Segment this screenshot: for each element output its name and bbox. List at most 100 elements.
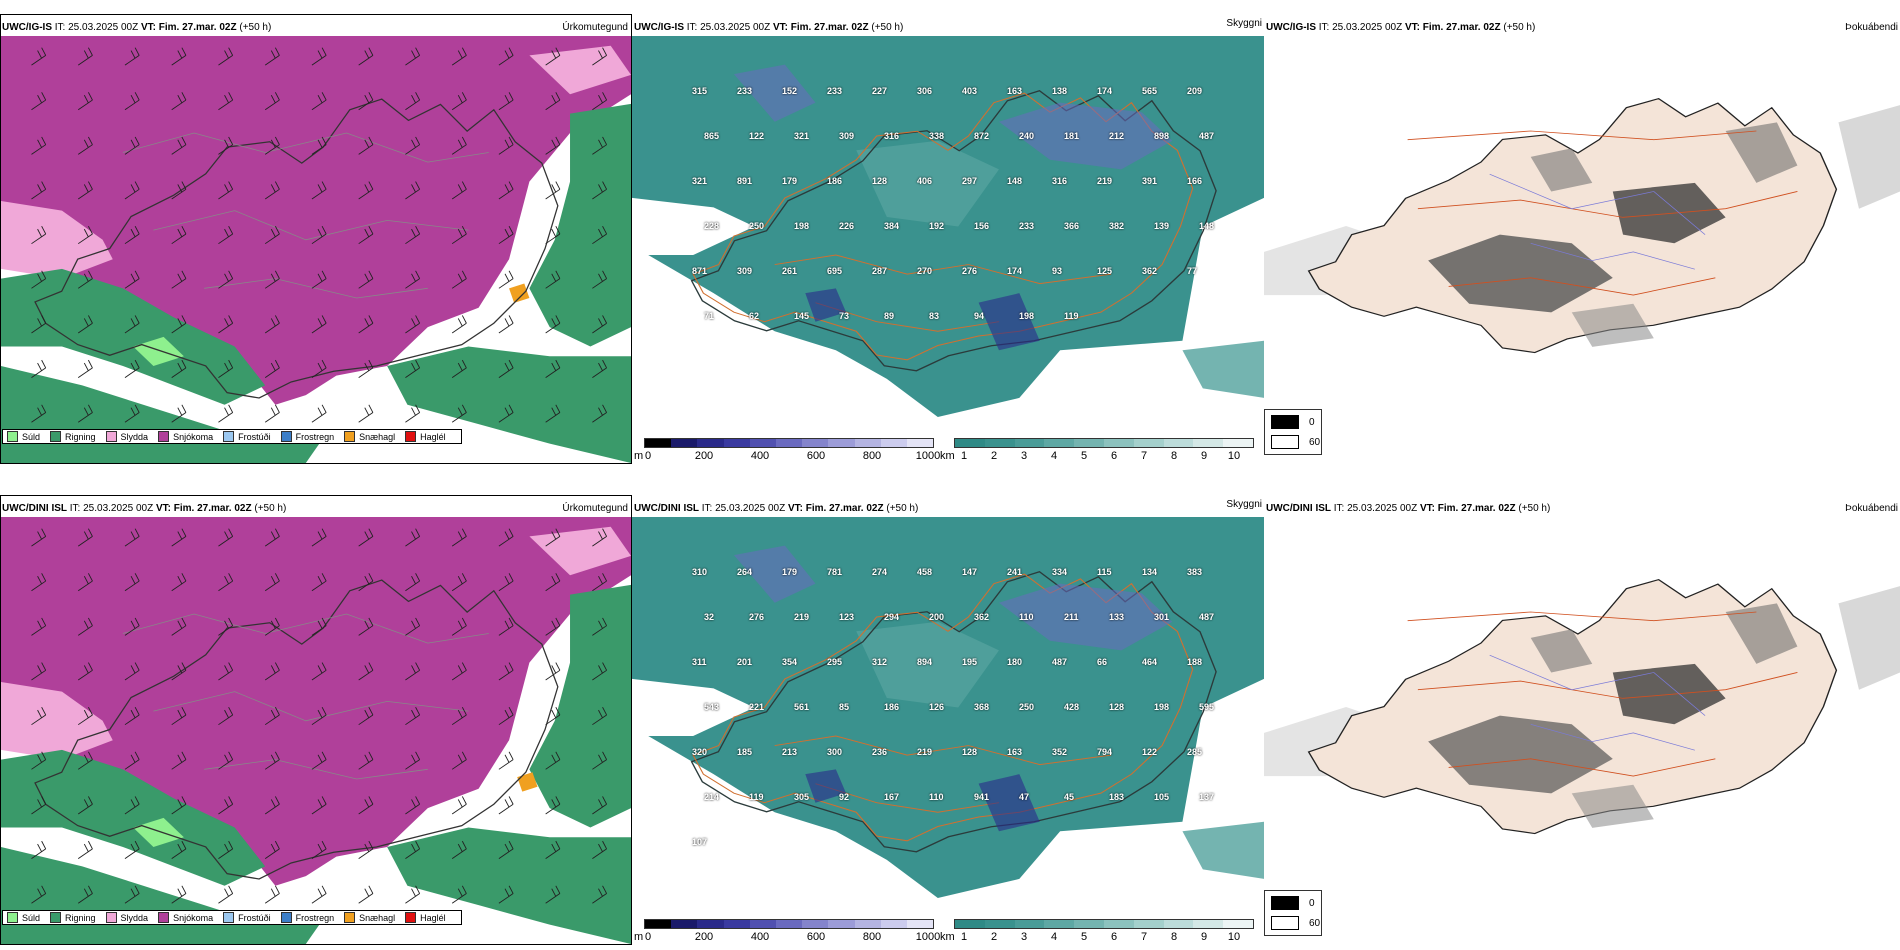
visibility-value-label: 122 bbox=[1142, 747, 1158, 757]
visibility-value-label: 316 bbox=[1052, 176, 1068, 186]
visibility-value-label: 233 bbox=[737, 86, 753, 96]
visibility-value-label: 391 bbox=[1142, 176, 1158, 186]
panel-title: UWC/IG-IS IT: 25.03.2025 00Z VT: Fim. 27… bbox=[634, 22, 904, 33]
fog-map bbox=[1264, 36, 1900, 416]
panel-type-label: Þokuábendi bbox=[1845, 503, 1898, 514]
visibility-value-label: 276 bbox=[749, 612, 765, 622]
visibility-value-label: 310 bbox=[692, 567, 708, 577]
visibility-value-label: 167 bbox=[884, 792, 900, 802]
panel-title: UWC/DINI ISL IT: 25.03.2025 00Z VT: Fim.… bbox=[1266, 503, 1551, 514]
visibility-value-label: 47 bbox=[1019, 792, 1030, 802]
fog-field bbox=[1264, 517, 1900, 897]
fog-map bbox=[1264, 517, 1900, 897]
height-tick: 1000 bbox=[915, 931, 941, 943]
visibility-value-label: 107 bbox=[692, 837, 708, 847]
legend-item: Slydda bbox=[105, 431, 148, 442]
visibility-tick: 5 bbox=[1080, 450, 1088, 462]
precip-field bbox=[1, 36, 631, 463]
visibility-value-label: 133 bbox=[1109, 612, 1125, 622]
visibility-value-label: 62 bbox=[749, 311, 760, 321]
legend-swatch bbox=[7, 431, 18, 442]
visibility-tick: 10 bbox=[1227, 931, 1241, 943]
visibility-value-label: 458 bbox=[917, 567, 933, 577]
legend-item: Frostúði bbox=[223, 431, 271, 442]
visibility-value-label: 128 bbox=[962, 747, 978, 757]
visibility-value-label: 179 bbox=[782, 567, 798, 577]
visibility-value-label: 354 bbox=[782, 657, 798, 667]
visibility-value-label: 147 bbox=[962, 567, 978, 577]
visibility-value-label: 45 bbox=[1064, 792, 1075, 802]
legend-swatch bbox=[158, 912, 170, 923]
panel-type-label: Úrkomutegund bbox=[562, 503, 628, 514]
legend-item: Súld bbox=[7, 431, 40, 442]
visibility-value-label: 794 bbox=[1097, 747, 1113, 757]
visibility-value-label: 89 bbox=[884, 311, 895, 321]
visibility-value-label: 92 bbox=[839, 792, 850, 802]
visibility-value-label: 334 bbox=[1052, 567, 1068, 577]
legend-swatch bbox=[344, 912, 356, 923]
legend-item: Súld bbox=[7, 912, 40, 923]
legend-item: Snæhagl bbox=[344, 912, 395, 923]
panel-title: UWC/DINI ISL IT: 25.03.2025 00Z VT: Fim.… bbox=[2, 503, 287, 514]
visibility-value-label: 338 bbox=[929, 131, 945, 141]
legend-item: Frostúði bbox=[223, 912, 271, 923]
legend-swatch bbox=[223, 431, 235, 442]
legend-swatch bbox=[50, 912, 62, 923]
visibility-value-label: 250 bbox=[749, 221, 765, 231]
visibility-value-label: 309 bbox=[839, 131, 855, 141]
precip-type-panel: UWC/DINI ISL IT: 25.03.2025 00Z VT: Fim.… bbox=[0, 495, 632, 945]
visibility-value-label: 301 bbox=[1154, 612, 1170, 622]
visibility-value-label: 188 bbox=[1187, 657, 1203, 667]
fog-swatch bbox=[1271, 435, 1299, 449]
panel-title: UWC/DINI ISL IT: 25.03.2025 00Z VT: Fim.… bbox=[634, 503, 919, 514]
visibility-value-label: 898 bbox=[1154, 131, 1170, 141]
legend-swatch bbox=[50, 431, 62, 442]
visibility-value-label: 139 bbox=[1154, 221, 1170, 231]
visibility-value-label: 198 bbox=[1019, 311, 1035, 321]
visibility-value-label: 83 bbox=[929, 311, 940, 321]
height-tick: 200 bbox=[694, 450, 714, 462]
visibility-value-label: 565 bbox=[1142, 86, 1158, 96]
visibility-tick: 8 bbox=[1170, 450, 1178, 462]
visibility-panel: UWC/DINI ISL IT: 25.03.2025 00Z VT: Fim.… bbox=[632, 495, 1264, 945]
visibility-value-label: 294 bbox=[884, 612, 900, 622]
visibility-value-label: 306 bbox=[917, 86, 933, 96]
fog-legend: 0 60 bbox=[1264, 890, 1322, 936]
visibility-value-label: 211 bbox=[1064, 612, 1079, 622]
visibility-value-label: 543 bbox=[704, 702, 720, 712]
visibility-value-label: 295 bbox=[827, 657, 843, 667]
visibility-tick: 5 bbox=[1080, 931, 1088, 943]
panel-type-label: Þokuábendi bbox=[1845, 22, 1898, 33]
visibility-tick: 1 bbox=[960, 931, 968, 943]
legend-item: Slydda bbox=[105, 912, 148, 923]
height-tick: 600 bbox=[806, 450, 826, 462]
visibility-value-label: 894 bbox=[917, 657, 933, 667]
visibility-value-label: 362 bbox=[1142, 266, 1158, 276]
visibility-value-label: 264 bbox=[737, 567, 753, 577]
height-unit: m bbox=[634, 931, 644, 943]
visibility-tick: 2 bbox=[990, 450, 998, 462]
visibility-value-label: 128 bbox=[872, 176, 888, 186]
visibility-value-label: 137 bbox=[1199, 792, 1215, 802]
visibility-value-label: 941 bbox=[974, 792, 990, 802]
visibility-value-label: 321 bbox=[692, 176, 708, 186]
visibility-value-label: 270 bbox=[917, 266, 933, 276]
visibility-value-label: 695 bbox=[827, 266, 843, 276]
height-colorbar: m 0 200 400 600 800 1000 bbox=[634, 438, 940, 464]
legend-item: Rigning bbox=[50, 431, 96, 442]
visibility-tick: 7 bbox=[1140, 931, 1148, 943]
visibility-value-label: 865 bbox=[704, 131, 720, 141]
visibility-value-label: 85 bbox=[839, 702, 850, 712]
height-tick: 0 bbox=[644, 450, 652, 462]
precip-legend: Súld Rigning Slydda Snjókoma Frostúði bbox=[2, 910, 462, 925]
legend-item: Snjókoma bbox=[158, 912, 213, 923]
precip-type-panel: UWC/IG-IS IT: 25.03.2025 00Z VT: Fim. 27… bbox=[0, 14, 632, 464]
visibility-value-label: 145 bbox=[794, 311, 810, 321]
visibility-value-label: 93 bbox=[1052, 266, 1063, 276]
visibility-value-label: 134 bbox=[1142, 567, 1158, 577]
visibility-tick: 9 bbox=[1200, 450, 1208, 462]
visibility-value-label: 226 bbox=[839, 221, 855, 231]
visibility-value-label: 214 bbox=[704, 792, 720, 802]
height-unit: m bbox=[634, 450, 644, 462]
legend-item: Haglél bbox=[405, 431, 446, 442]
